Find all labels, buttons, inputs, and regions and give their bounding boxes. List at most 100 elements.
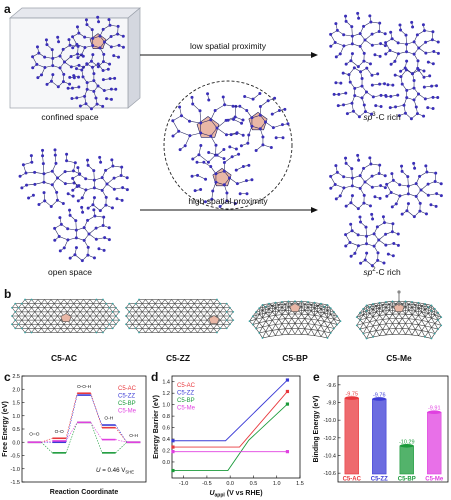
bar-cap [344, 396, 359, 400]
structure-label-zz: C5-ZZ [165, 353, 191, 363]
energy-connector [65, 395, 78, 443]
y-axis-label: Free Energy (eV) [2, 401, 9, 457]
panel-c-letter: c [4, 370, 11, 384]
species-label: O-H [129, 433, 138, 439]
bar [372, 398, 387, 475]
legend-entry: C5-AC [177, 383, 196, 389]
data-point [285, 378, 290, 382]
bar-value-label: -9.75 [345, 392, 358, 398]
panel-d-letter: d [151, 370, 159, 384]
y-tick-label: 0.0 [12, 440, 20, 446]
y-tick-label: 0.6 [162, 426, 170, 432]
energy-connector [115, 442, 127, 454]
x-axis-label: Uappl (V vs RHE) [209, 490, 262, 499]
structure-label-bp: C5-BP [282, 353, 308, 363]
y-tick-label: 1.0 [162, 403, 170, 409]
energy-connector [65, 422, 78, 453]
y-tick-label: -10.2 [323, 436, 336, 442]
sp3-rich-label: sp3-C rich [363, 112, 401, 122]
panel-b-letter: b [4, 287, 12, 301]
data-point [285, 389, 290, 394]
y-tick-label: -1.0 [11, 467, 20, 473]
energy-connector [90, 422, 103, 440]
y-tick-label: -10.0 [323, 418, 336, 424]
data-point [171, 450, 175, 454]
y-tick-label: 1.4 [162, 380, 170, 386]
y-tick-label: 0.0 [162, 460, 170, 466]
bar-cap [399, 443, 414, 448]
y-tick-label: -1.5 [11, 480, 20, 486]
data-point [171, 439, 175, 443]
arrow-top [140, 52, 318, 58]
energy-connector [90, 394, 103, 426]
energy-connector [41, 440, 53, 443]
energy-connector [65, 393, 78, 439]
species-label: O-O [55, 429, 64, 435]
energy-connector [90, 422, 103, 453]
chart-free-energy: -1.5 -1.0 -0.5 0.0 0.5 1.0 1.5 2.0 2.5 Free Energ… [2, 374, 147, 496]
arrow-top-label: low spatial proximity [189, 41, 267, 51]
bar-value-label: -10.29 [399, 439, 415, 445]
x-tick-label: -0.5 [202, 481, 211, 487]
plot-frame [337, 375, 449, 483]
open-space-label: open space [48, 267, 92, 277]
chart-energy-barrier: -1.0 -0.5 0.0 0.5 1.0 1.5 0.0 0.2 0.4 0.6 0.8 1.0 1.… [153, 375, 304, 499]
y-tick-label: 1.5 [12, 401, 20, 407]
confined-fullerenes [31, 15, 125, 111]
legend-entry: C5-BP [118, 401, 136, 407]
x-tick-label: 1.5 [296, 481, 304, 487]
panel-b-structures [11, 290, 443, 340]
y-tick-label: 2.0 [12, 387, 20, 393]
data-point [171, 445, 175, 449]
y-axis-label: Binding Energy (eV) [313, 396, 320, 463]
energy-connector [65, 422, 78, 442]
x-tick-label: -1.0 [179, 481, 188, 487]
y-tick-label: 0.4 [162, 437, 170, 443]
legend-entry: C5-ZZ [177, 391, 194, 397]
legend-entry: C5-Me [177, 406, 196, 412]
species-label: O-H [104, 416, 113, 422]
energy-connector [41, 437, 53, 443]
legend-entry: C5-AC [118, 386, 137, 392]
series-line [172, 403, 288, 472]
y-tick-label: 2.5 [12, 374, 20, 380]
species-label: O-O-H [77, 384, 92, 390]
energy-connector [115, 427, 128, 443]
arrow-bottom-label: high spatial proximity [188, 196, 268, 206]
panel-a-letter: a [4, 2, 11, 16]
bar-value-label: -9.76 [373, 392, 386, 398]
confined-cube [9, 7, 141, 109]
energy-connector [115, 439, 127, 443]
energy-connector [90, 393, 103, 428]
structure-label-ac: C5-AC [51, 353, 77, 363]
bar [427, 411, 442, 475]
energy-connector [115, 424, 128, 443]
zoom-circle [163, 80, 293, 210]
sp2-rich-label: sp2-C rich [363, 267, 401, 277]
y-tick-label: -10.4 [323, 454, 336, 460]
y-tick-label: 1.2 [162, 391, 170, 397]
y-tick-label: 0.2 [162, 448, 170, 454]
y-axis-label: Energy Barrier (eV) [153, 395, 160, 459]
legend-entry: C5-BP [177, 398, 195, 404]
bar [344, 397, 359, 475]
structure-label-me: C5-Me [386, 353, 412, 363]
y-tick-label: -9.8 [327, 401, 336, 407]
series-line [172, 379, 288, 442]
chart-binding-energy: -9.6 -9.8 -10.0 -10.2 -10.4 -10.6 Binding Ener… [313, 375, 449, 483]
bar-cap [427, 410, 442, 415]
series-line [172, 391, 288, 448]
y-tick-label: 0.8 [162, 414, 170, 420]
energy-connector [41, 442, 53, 454]
x-axis-label: Reaction Coordinate [50, 489, 119, 496]
x-tick-label: 0.0 [226, 481, 234, 487]
bar-category-label: C5-BP [398, 477, 416, 483]
sp2-rich-structure [329, 153, 443, 268]
bar-category-label: C5-Me [425, 477, 444, 483]
open-fullerenes [18, 148, 129, 263]
y-tick-label: -0.5 [11, 454, 20, 460]
data-point [285, 402, 290, 406]
bar-value-label: -9.91 [428, 406, 441, 412]
bar-cap [372, 397, 387, 401]
data-point [171, 468, 175, 473]
